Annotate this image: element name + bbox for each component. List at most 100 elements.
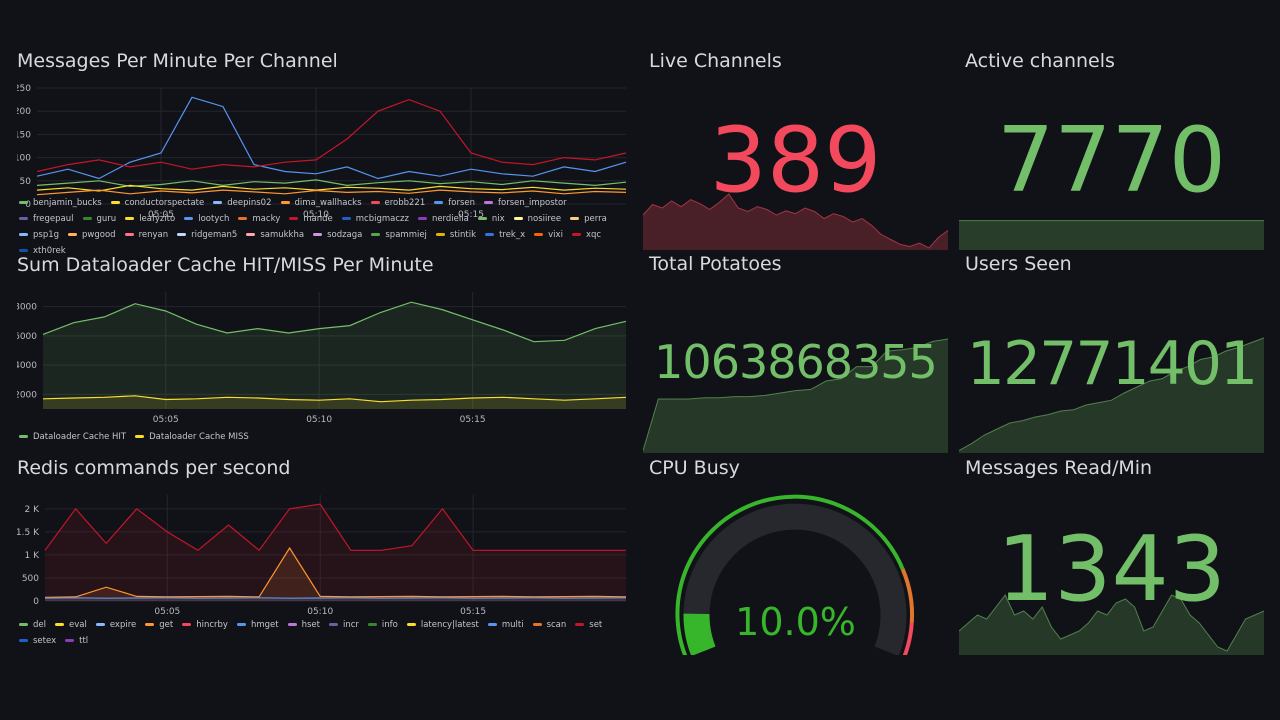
legend-item[interactable]: stintik	[435, 227, 476, 243]
legend-item[interactable]: dima_wallhacks	[280, 195, 362, 211]
legend-item[interactable]: nerdiella	[417, 211, 469, 227]
legend-item[interactable]: ttl	[65, 633, 88, 649]
legend-item[interactable]: psp1g	[19, 227, 59, 243]
legend-item[interactable]: deepins02	[213, 195, 272, 211]
live-channels-title: Live Channels	[649, 50, 782, 72]
series-line[interactable]	[36, 184, 627, 192]
legend-item[interactable]: eval	[55, 617, 87, 633]
legend-item[interactable]: spammiej	[371, 227, 427, 243]
series-line[interactable]	[44, 546, 627, 598]
legend-label: vixi	[548, 230, 563, 240]
legend-item[interactable]: trek_x	[485, 227, 525, 243]
legend-item[interactable]: del	[19, 617, 46, 633]
legend-item[interactable]: get	[145, 617, 173, 633]
legend-swatch	[485, 233, 495, 236]
y-tick-label: 1 K	[25, 551, 41, 561]
legend-item[interactable]: xqc	[571, 227, 601, 243]
legend-swatch	[341, 217, 351, 220]
legend-item[interactable]: ridgeman5	[177, 227, 237, 243]
x-tick-label: 05:05	[153, 415, 179, 425]
redis-chart[interactable]: 0 500 1 K 1.5 K 2 K 05:05 05:10 05:15	[17, 489, 630, 619]
legend-label: del	[33, 620, 46, 630]
legend-label: info	[381, 620, 398, 630]
x-tick-label: 05:10	[307, 607, 333, 617]
legend-label: eval	[69, 620, 87, 630]
series-line[interactable]	[36, 96, 627, 180]
legend-item[interactable]: leafyzito	[125, 211, 175, 227]
legend-item[interactable]: vixi	[534, 227, 563, 243]
active-channels-title: Active channels	[965, 50, 1115, 72]
legend-item[interactable]: multi	[487, 617, 524, 633]
legend-item[interactable]: nix	[477, 211, 505, 227]
legend-item[interactable]: guru	[82, 211, 116, 227]
legend-label: scan	[546, 620, 567, 630]
sparkline-line	[959, 337, 1264, 452]
messages-chart[interactable]: 0 50 100 150 200 250 05:05 05:10 05:15	[17, 82, 630, 222]
legend-item[interactable]: pwgood	[68, 227, 116, 243]
legend-swatch	[135, 435, 145, 438]
legend-label: mande	[303, 214, 333, 224]
legend-item[interactable]: macky	[238, 211, 280, 227]
legend-item[interactable]: info	[367, 617, 398, 633]
legend-label: samukkha	[260, 230, 305, 240]
total-potatoes-title: Total Potatoes	[649, 253, 782, 275]
series-line[interactable]	[42, 395, 627, 403]
legend-item[interactable]: hset	[287, 617, 320, 633]
legend-label: Dataloader Cache MISS	[149, 432, 249, 442]
legend-item[interactable]: hincrby	[182, 617, 228, 633]
legend-label: fregepaul	[33, 214, 74, 224]
y-tick-label: 8000	[17, 303, 37, 313]
legend-swatch	[532, 623, 542, 626]
legend-label: incr	[342, 620, 359, 630]
legend-item[interactable]: Dataloader Cache HIT	[19, 429, 126, 445]
legend-item[interactable]: forsen	[434, 195, 475, 211]
legend-item[interactable]: Dataloader Cache MISS	[135, 429, 249, 445]
legend-item[interactable]: renyan	[124, 227, 169, 243]
total-potatoes-sparkline	[643, 338, 948, 453]
cache-legend: Dataloader Cache HIT Dataloader Cache MIS…	[19, 429, 629, 445]
legend-item[interactable]: fregepaul	[19, 211, 74, 227]
series-line[interactable]	[42, 301, 627, 343]
legend-swatch	[145, 623, 155, 626]
legend-item[interactable]: mcbigmaczz	[341, 211, 409, 227]
messages-panel: Messages Per Minute Per Channel 0 50 100 15…	[17, 50, 630, 256]
legend-label: psp1g	[33, 230, 60, 240]
legend-item[interactable]: mande	[289, 211, 333, 227]
legend-swatch	[534, 233, 544, 236]
x-tick-label: 05:05	[154, 607, 180, 617]
legend-item[interactable]: set	[575, 617, 602, 633]
legend-item[interactable]: setex	[19, 633, 56, 649]
legend-swatch	[236, 623, 246, 626]
legend-item[interactable]: hmget	[236, 617, 279, 633]
series-line[interactable]	[44, 503, 626, 552]
legend-item[interactable]: samukkha	[246, 227, 304, 243]
legend-item[interactable]: sodzaga	[313, 227, 362, 243]
gauge-value-arc	[683, 613, 716, 655]
legend-item[interactable]: xth0rek	[19, 243, 66, 259]
legend-item[interactable]: expire	[95, 617, 136, 633]
series-line[interactable]	[36, 98, 627, 173]
y-tick-label: 100	[17, 154, 31, 164]
series-line[interactable]	[36, 189, 627, 196]
legend-item[interactable]: forsen_impostor	[484, 195, 567, 211]
legend-item[interactable]: nosiiree	[513, 211, 561, 227]
legend-swatch	[435, 233, 445, 236]
legend-swatch	[19, 217, 28, 220]
legend-item[interactable]: conductorspectate	[110, 195, 204, 211]
legend-item[interactable]: latency|latest	[406, 617, 479, 633]
legend-swatch	[19, 623, 28, 626]
legend-item[interactable]: erobb221	[370, 195, 425, 211]
redis-legend: del eval expire get hincrby hmget hset incr info…	[19, 617, 629, 649]
cpu-busy-gauge	[675, 494, 915, 655]
legend-item[interactable]: benjamin_bucks	[19, 195, 102, 211]
legend-label: get	[159, 620, 174, 630]
legend-item[interactable]: lootych	[184, 211, 229, 227]
legend-label: renyan	[138, 230, 169, 240]
legend-swatch	[570, 217, 580, 220]
x-tick-label: 05:15	[460, 415, 486, 425]
legend-item[interactable]: incr	[328, 617, 359, 633]
y-tick-label: 2000	[17, 390, 37, 400]
legend-item[interactable]: perra	[570, 211, 607, 227]
cache-chart[interactable]: 2000 4000 6000 8000 05:05 05:10 05:15	[17, 286, 630, 431]
legend-item[interactable]: scan	[532, 617, 567, 633]
